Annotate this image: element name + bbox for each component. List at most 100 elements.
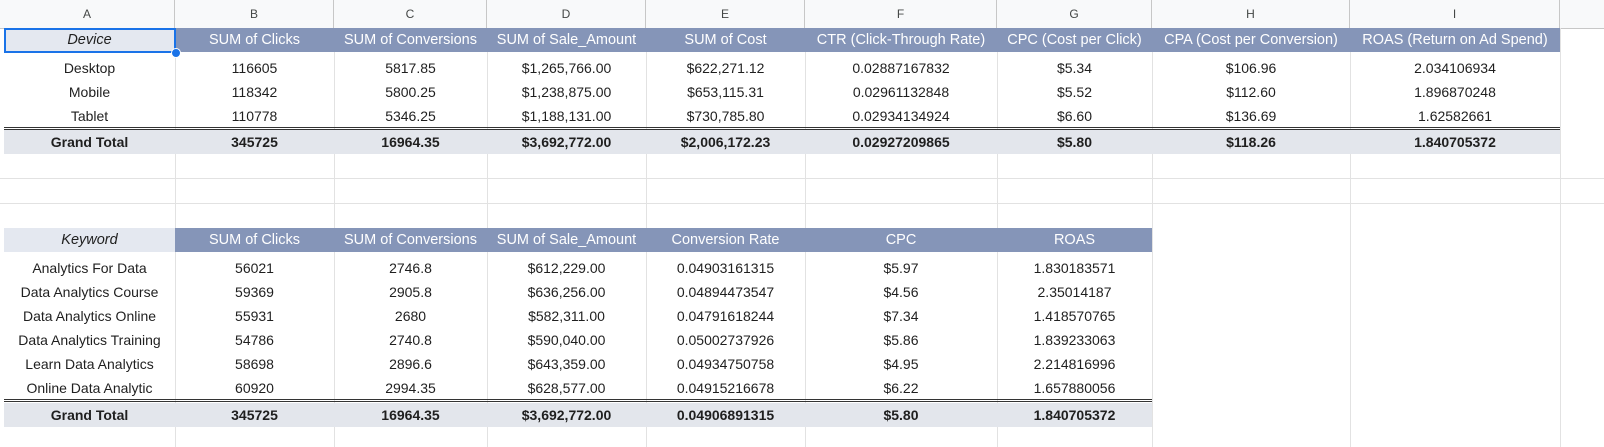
cell[interactable]: 60920	[235, 380, 274, 396]
cell[interactable]: 1.839233063	[1033, 332, 1116, 348]
cell[interactable]: 1.657880056	[1033, 380, 1116, 396]
cell[interactable]: Data Analytics Training	[18, 332, 161, 348]
cell[interactable]: Grand Total	[50, 134, 129, 150]
cell[interactable]: $106.96	[1225, 60, 1277, 76]
cell[interactable]: 1.840705372	[1033, 407, 1116, 423]
cell[interactable]: 16964.35	[381, 407, 440, 423]
cell[interactable]: $730,785.80	[686, 108, 765, 124]
header-roas[interactable]: ROAS (Return on Ad Spend)	[1362, 32, 1548, 48]
column-header-c[interactable]: C	[334, 0, 487, 28]
cell[interactable]: $4.95	[883, 356, 919, 372]
cell[interactable]: 5817.85	[385, 60, 436, 76]
cell[interactable]: 2994.35	[385, 380, 436, 396]
cell[interactable]: $7.34	[883, 308, 919, 324]
cell[interactable]: $4.56	[883, 284, 919, 300]
cell[interactable]: Data Analytics Course	[20, 284, 159, 300]
header-sum-conversions[interactable]: SUM of Conversions	[344, 232, 477, 248]
cell[interactable]: 345725	[231, 134, 278, 150]
header-sum-cost[interactable]: SUM of Cost	[684, 32, 767, 48]
cell[interactable]: $590,040.00	[527, 332, 606, 348]
cell[interactable]: Online Data Analytic	[26, 380, 153, 396]
header-conversion-rate[interactable]: Conversion Rate	[671, 232, 780, 248]
cell[interactable]: 2.034106934	[1414, 60, 1496, 76]
cell[interactable]: $6.22	[883, 380, 919, 396]
cell[interactable]: 0.04894473547	[676, 284, 775, 300]
cell[interactable]: 0.02927209865	[852, 134, 950, 150]
cell[interactable]: 118342	[231, 84, 278, 100]
column-header-d[interactable]: D	[487, 0, 646, 28]
cell[interactable]: 0.04906891315	[676, 407, 775, 423]
cell[interactable]: $5.80	[883, 407, 919, 423]
header-cpa[interactable]: CPA (Cost per Conversion)	[1164, 32, 1338, 48]
cell[interactable]: 2.214816996	[1033, 356, 1116, 372]
header-sum-sale-amount[interactable]: SUM of Sale_Amount	[496, 232, 637, 248]
column-header-a[interactable]: A	[0, 0, 175, 28]
cell[interactable]: 0.02934134924	[852, 108, 950, 124]
header-cpc[interactable]: CPC	[885, 232, 917, 248]
cell[interactable]: 1.840705372	[1414, 134, 1496, 150]
cell[interactable]: Analytics For Data	[32, 260, 147, 276]
cell[interactable]: $643,359.00	[527, 356, 606, 372]
cell[interactable]: $3,692,772.00	[521, 407, 612, 423]
cell[interactable]: $653,115.31	[687, 84, 764, 100]
cell[interactable]: $3,692,772.00	[521, 134, 612, 150]
header-sum-clicks[interactable]: SUM of Clicks	[208, 32, 301, 48]
cell[interactable]: $2,006,172.23	[680, 134, 771, 150]
header-roas[interactable]: ROAS	[1053, 232, 1096, 248]
cell[interactable]: Desktop	[63, 60, 116, 76]
header-keyword[interactable]: Keyword	[4, 228, 175, 252]
cell[interactable]: Tablet	[70, 108, 109, 124]
cell[interactable]: 2905.8	[389, 284, 432, 300]
cell[interactable]: 0.02887167832	[852, 60, 950, 76]
cell[interactable]: $1,188,131.00	[521, 108, 612, 124]
header-sum-conversions[interactable]: SUM of Conversions	[344, 32, 477, 48]
cell[interactable]: 1.830183571	[1033, 260, 1116, 276]
column-header-f[interactable]: F	[805, 0, 997, 28]
cell[interactable]: $5.52	[1056, 84, 1093, 100]
cell[interactable]: $5.80	[1056, 134, 1093, 150]
cell[interactable]: 0.04934750758	[676, 356, 775, 372]
cell[interactable]: $5.86	[883, 332, 919, 348]
cell[interactable]: $582,311.00	[528, 308, 605, 324]
cell[interactable]: $136.69	[1225, 108, 1277, 124]
cell[interactable]: $5.97	[883, 260, 919, 276]
column-header-b[interactable]: B	[175, 0, 334, 28]
cell[interactable]: 56021	[235, 260, 274, 276]
header-device[interactable]: Device	[4, 28, 175, 52]
cell[interactable]: $118.26	[1226, 134, 1276, 150]
cell[interactable]: Learn Data Analytics	[25, 356, 154, 372]
column-header-e[interactable]: E	[646, 0, 805, 28]
column-header-i[interactable]: I	[1350, 0, 1560, 28]
cell[interactable]: $5.34	[1056, 60, 1093, 76]
cell[interactable]: $636,256.00	[527, 284, 606, 300]
cell[interactable]: 2.35014187	[1037, 284, 1112, 300]
cell[interactable]: $1,265,766.00	[521, 60, 612, 76]
cell[interactable]: 55931	[235, 308, 274, 324]
cell[interactable]: 58698	[235, 356, 274, 372]
cell[interactable]: 0.04791618244	[676, 308, 775, 324]
cell[interactable]: $6.60	[1056, 108, 1093, 124]
cell[interactable]: 2740.8	[389, 332, 432, 348]
cell[interactable]: 0.04915216678	[676, 380, 775, 396]
header-cpc[interactable]: CPC (Cost per Click)	[1007, 32, 1142, 48]
cell[interactable]: 2680	[394, 308, 427, 324]
fill-handle[interactable]	[171, 48, 181, 58]
cell[interactable]: $628,577.00	[527, 380, 606, 396]
cell[interactable]: $112.60	[1226, 84, 1276, 100]
cell[interactable]: 2896.6	[389, 356, 432, 372]
cell[interactable]: 0.05002737926	[676, 332, 775, 348]
cell[interactable]: Grand Total	[50, 407, 129, 423]
cell[interactable]: 59369	[235, 284, 274, 300]
cell[interactable]: $622,271.12	[686, 60, 765, 76]
cell[interactable]: 54786	[235, 332, 274, 348]
cell[interactable]: 2746.8	[389, 260, 432, 276]
cell[interactable]: $612,229.00	[527, 260, 606, 276]
header-sum-clicks[interactable]: SUM of Clicks	[208, 232, 301, 248]
cell[interactable]: Data Analytics Online	[22, 308, 157, 324]
cell[interactable]: 1.62582661	[1418, 108, 1492, 124]
column-header-h[interactable]: H	[1152, 0, 1350, 28]
cell[interactable]: 345725	[231, 407, 278, 423]
cell[interactable]: 0.02961132848	[852, 84, 950, 100]
cell[interactable]: 116605	[231, 60, 278, 76]
cell[interactable]: 1.896870248	[1414, 84, 1496, 100]
